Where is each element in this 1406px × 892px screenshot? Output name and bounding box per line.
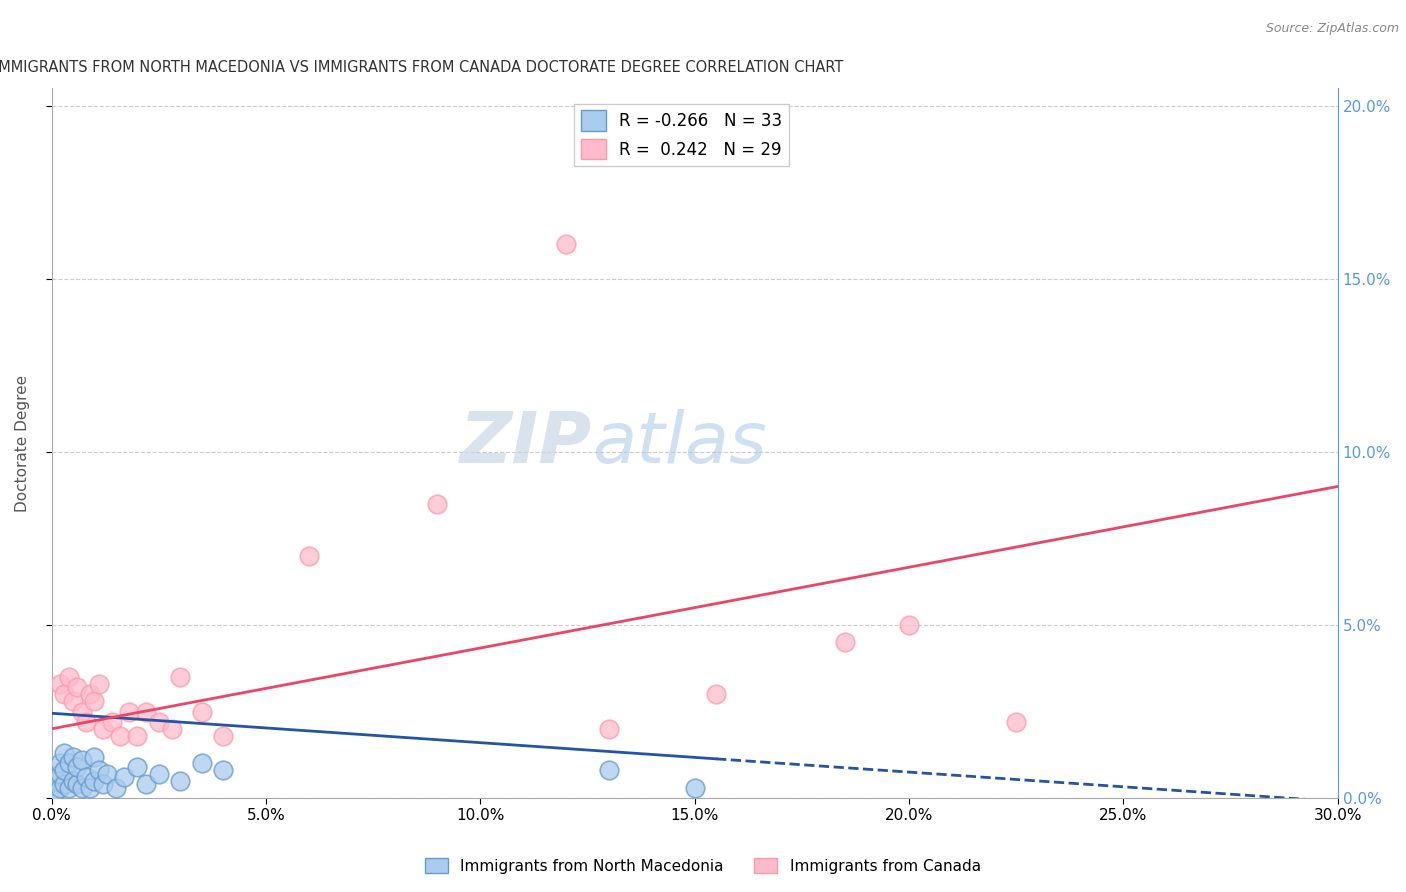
- Point: [62, 749, 84, 764]
- Point: [212, 764, 235, 778]
- Point: [87, 677, 110, 691]
- Point: [79, 780, 101, 795]
- Point: [127, 729, 149, 743]
- Point: [75, 714, 97, 729]
- Point: [58, 780, 80, 795]
- Point: [91, 777, 114, 791]
- Point: [70, 753, 93, 767]
- Point: [83, 694, 105, 708]
- Point: [104, 780, 127, 795]
- Point: [135, 777, 157, 791]
- Point: [49, 677, 72, 691]
- Point: [87, 764, 110, 778]
- Point: [704, 687, 727, 701]
- Point: [190, 705, 212, 719]
- Legend: Immigrants from North Macedonia, Immigrants from Canada: Immigrants from North Macedonia, Immigra…: [419, 852, 987, 880]
- Point: [66, 777, 89, 791]
- Point: [58, 756, 80, 771]
- Point: [83, 773, 105, 788]
- Point: [834, 635, 856, 649]
- Point: [62, 694, 84, 708]
- Point: [212, 729, 235, 743]
- Y-axis label: Doctorate Degree: Doctorate Degree: [15, 375, 30, 512]
- Point: [96, 767, 118, 781]
- Point: [135, 705, 157, 719]
- Text: Source: ZipAtlas.com: Source: ZipAtlas.com: [1265, 22, 1399, 36]
- Point: [45, 784, 67, 798]
- Point: [45, 773, 67, 788]
- Point: [49, 780, 72, 795]
- Point: [898, 618, 921, 632]
- Point: [49, 767, 72, 781]
- Point: [148, 714, 170, 729]
- Point: [53, 764, 76, 778]
- Point: [298, 549, 321, 563]
- Point: [79, 687, 101, 701]
- Point: [53, 746, 76, 760]
- Point: [190, 756, 212, 771]
- Text: atlas: atlas: [592, 409, 766, 477]
- Point: [66, 680, 89, 694]
- Point: [127, 760, 149, 774]
- Point: [75, 770, 97, 784]
- Point: [53, 687, 76, 701]
- Point: [91, 722, 114, 736]
- Point: [70, 705, 93, 719]
- Point: [83, 749, 105, 764]
- Point: [118, 705, 141, 719]
- Text: IMMIGRANTS FROM NORTH MACEDONIA VS IMMIGRANTS FROM CANADA DOCTORATE DEGREE CORRE: IMMIGRANTS FROM NORTH MACEDONIA VS IMMIG…: [0, 60, 844, 75]
- Point: [555, 237, 578, 252]
- Point: [160, 722, 183, 736]
- Point: [598, 722, 620, 736]
- Point: [169, 670, 191, 684]
- Point: [1005, 714, 1028, 729]
- Point: [49, 756, 72, 771]
- Point: [66, 760, 89, 774]
- Point: [426, 497, 449, 511]
- Point: [598, 764, 620, 778]
- Point: [148, 767, 170, 781]
- Point: [70, 780, 93, 795]
- Point: [683, 780, 706, 795]
- Point: [108, 729, 131, 743]
- Point: [169, 773, 191, 788]
- Point: [100, 714, 122, 729]
- Point: [58, 670, 80, 684]
- Text: ZIP: ZIP: [460, 409, 592, 477]
- Point: [112, 770, 135, 784]
- Legend: R = -0.266   N = 33, R =  0.242   N = 29: R = -0.266 N = 33, R = 0.242 N = 29: [575, 103, 789, 166]
- Point: [62, 773, 84, 788]
- Point: [53, 777, 76, 791]
